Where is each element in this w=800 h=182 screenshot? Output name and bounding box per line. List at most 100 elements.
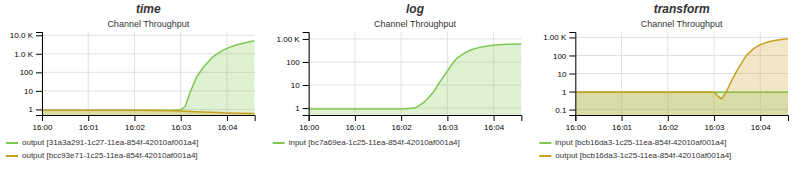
tick: 1.0 K (14, 50, 42, 59)
tick-mark (569, 92, 575, 93)
line (42, 110, 255, 113)
area (42, 41, 255, 115)
tick-mark (36, 35, 42, 36)
grid-line (401, 32, 402, 115)
tick-mark (569, 55, 575, 56)
area (309, 44, 522, 115)
tick-mark (760, 115, 761, 121)
y-axis: 1101001.00 K (277, 33, 310, 116)
tick-label: 100 (286, 58, 300, 67)
grid-line (42, 35, 255, 36)
tick-label: 10 (24, 87, 33, 96)
tick: 16:03 (705, 115, 726, 132)
legend-swatch (539, 142, 551, 144)
tick-mark (303, 39, 309, 40)
grid-line (88, 32, 89, 115)
tick-mark (303, 108, 309, 109)
tick: 16:04 (751, 115, 772, 132)
tick-label: 16:03 (171, 123, 192, 132)
tick: 16:03 (171, 115, 192, 132)
title: log (406, 2, 425, 16)
tick: 1 (29, 105, 42, 114)
tick-label: 10.0 K (10, 31, 34, 40)
title: transform (654, 2, 710, 16)
grid-line (354, 32, 355, 115)
tick-label: 1.00 K (277, 35, 301, 44)
tick-mark (88, 115, 89, 121)
subtitle: Channel Throughput (107, 19, 189, 29)
tick-mark (355, 115, 356, 121)
tick-label: 16:03 (705, 123, 726, 132)
tick: 100 (20, 68, 42, 77)
tick: 10 (24, 87, 42, 96)
grid-line (180, 32, 181, 115)
legend-label: output [31a3a291-1c27-11ea-854f-42010af0… (22, 138, 198, 147)
tick: 16:00 (566, 115, 587, 132)
tick-label: 100 (20, 68, 34, 77)
tick-label: 100 (553, 52, 567, 61)
grid (575, 32, 788, 115)
tick-mark (569, 110, 575, 111)
tick-mark (569, 37, 575, 38)
legend: input [bcb16da3-1c25-11ea-854f-42010af00… (539, 138, 731, 160)
tick-label: 16:00 (299, 123, 320, 132)
subtitle: Channel Throughput (374, 19, 456, 29)
tick-mark (227, 115, 228, 121)
plot-area (575, 39, 788, 115)
line (42, 41, 255, 110)
tick: 10.0 K (10, 31, 42, 40)
tick-mark (622, 115, 623, 121)
line (575, 39, 788, 99)
tick-label: 10 (557, 70, 566, 79)
legend-label: input [bc7a69ea-1c25-11ea-854f-42010af00… (289, 138, 460, 147)
tick-mark (714, 115, 715, 121)
tick-mark (569, 74, 575, 75)
grid (42, 32, 255, 115)
legend-swatch (539, 155, 551, 157)
panel: 16:0016:0116:0216:0316:041101001.00 Klog… (273, 2, 522, 147)
tick: 16:03 (438, 115, 459, 132)
grid-line (309, 38, 522, 39)
axis-line (303, 33, 310, 116)
tick: 10 (557, 70, 575, 79)
y-axis: 0.11101001.00 K (543, 33, 576, 116)
figure: 16:00 16:01 16:02 16:03 16:04 1 10 100 1.0 K 10.0… (0, 0, 800, 182)
title: time (136, 2, 161, 16)
panel: 16:0016:0116:0216:0316:040.11101001.00 K… (539, 2, 788, 160)
tick-mark (181, 115, 182, 121)
tick-label: 16:00 (566, 123, 587, 132)
tick: 0.1 (555, 106, 575, 115)
tick: 16:04 (217, 115, 238, 132)
tick-mark (134, 115, 135, 121)
tick: 1.00 K (543, 33, 575, 42)
legend-label: input [bcb16da3-1c25-11ea-854f-42010af00… (555, 138, 726, 147)
axis-line (576, 116, 789, 122)
plot-area (42, 41, 255, 115)
tick-label: 16:02 (392, 123, 413, 132)
grid (309, 32, 522, 115)
tick: 16:00 (299, 115, 320, 132)
tick-label: 10 (291, 81, 300, 90)
tick-label: 16:04 (751, 123, 772, 132)
tick-label: 16:02 (125, 123, 146, 132)
legend-label: output [bcb16da3-1c25-11ea-854f-42010af0… (555, 151, 731, 160)
legend: output [31a3a291-1c27-11ea-854f-42010af0… (6, 138, 198, 160)
tick-mark (401, 115, 402, 121)
tick: 100 (553, 52, 575, 61)
legend: input [bc7a69ea-1c25-11ea-854f-42010af00… (273, 138, 460, 147)
tick: 16:02 (125, 115, 146, 132)
tick-mark (303, 85, 309, 86)
subtitle: Channel Throughput (641, 19, 723, 29)
tick-label: 1.0 K (14, 50, 33, 59)
axis-line (36, 33, 43, 116)
tick-mark (36, 54, 42, 55)
panel: 16:0016:0116:0216:0316:041101001.0 K10.0… (6, 2, 255, 160)
area (42, 110, 255, 115)
tick-mark (668, 115, 669, 121)
tick: 16:04 (484, 115, 505, 132)
tick-mark (447, 115, 448, 121)
tick-mark (36, 72, 42, 73)
tick-label: 16:01 (612, 123, 633, 132)
tick: 16:01 (612, 115, 633, 132)
axis-line (309, 116, 522, 122)
